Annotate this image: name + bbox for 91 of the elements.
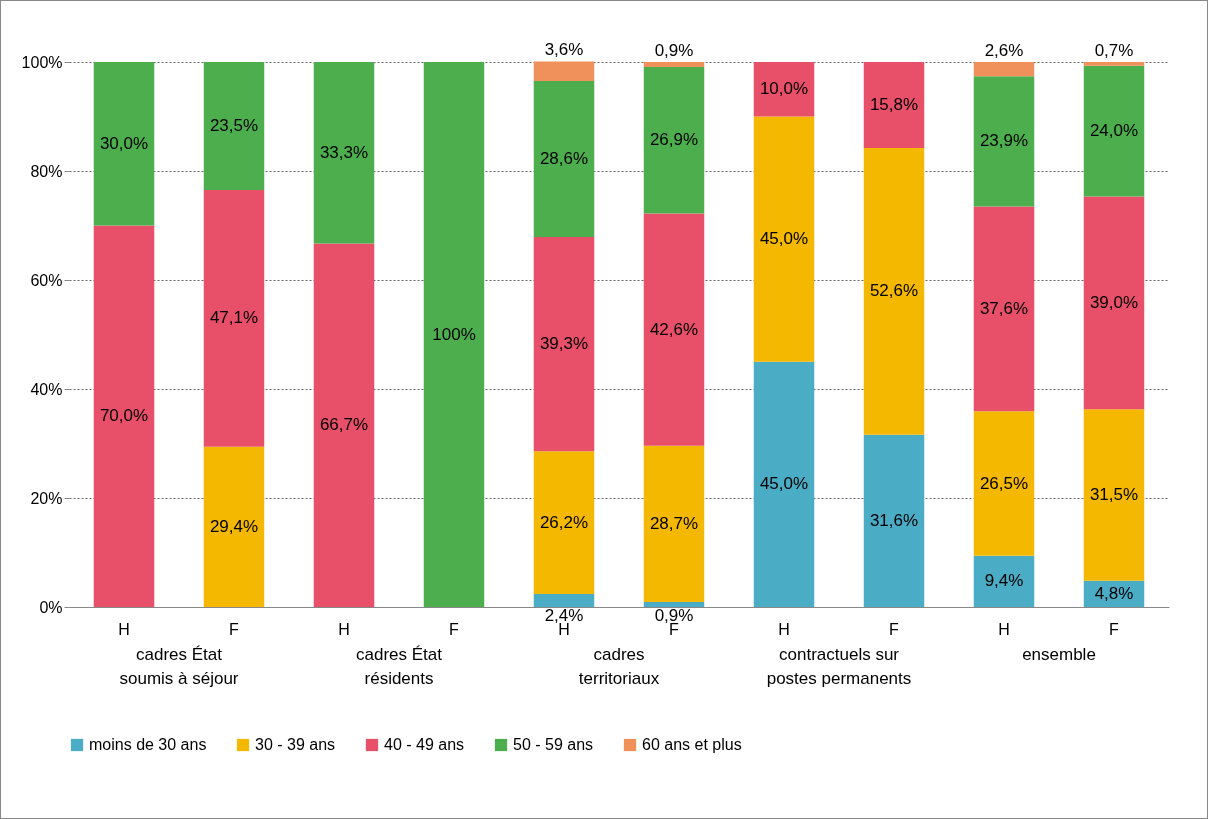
bar bbox=[643, 602, 705, 607]
x-tick-label: H bbox=[778, 620, 790, 638]
x-tick-label: F bbox=[889, 620, 900, 638]
data-label: 28,7% bbox=[649, 513, 699, 533]
data-label: 33,3% bbox=[319, 142, 369, 162]
bar bbox=[643, 213, 705, 446]
text: contractuels sur postes permanents bbox=[766, 645, 912, 688]
data-label: 39,3% bbox=[539, 334, 589, 354]
data-label: 2,6% bbox=[984, 41, 1024, 60]
y-tick-label: 80% bbox=[30, 162, 63, 180]
data-label: 24,0% bbox=[1089, 121, 1139, 141]
data-label: 28,6% bbox=[539, 149, 589, 169]
x-tick-label: H bbox=[558, 620, 570, 638]
data-label: 39,0% bbox=[1089, 292, 1139, 312]
legend-label: 40 - 49 ans bbox=[384, 736, 465, 753]
data-label: 42,6% bbox=[649, 319, 699, 339]
bar bbox=[313, 243, 375, 607]
text: ensemble bbox=[1022, 645, 1096, 664]
bar bbox=[643, 66, 705, 214]
bar bbox=[753, 361, 815, 607]
bar bbox=[863, 434, 925, 607]
bar bbox=[533, 451, 595, 594]
legend-label: 30 - 39 ans bbox=[255, 736, 336, 753]
data-label: 10,0% bbox=[759, 79, 809, 99]
bar bbox=[93, 62, 155, 226]
x-tick-label: H bbox=[118, 620, 130, 638]
legend-label: 60 ans et plus bbox=[642, 736, 742, 753]
data-label: 31,6% bbox=[869, 510, 919, 530]
data-label: 15,8% bbox=[869, 95, 919, 115]
bar bbox=[753, 62, 815, 117]
bar bbox=[533, 593, 595, 607]
x-tick-label: F bbox=[1109, 620, 1120, 638]
y-tick-label: 20% bbox=[30, 489, 63, 507]
data-label: 45,0% bbox=[759, 229, 809, 249]
x-tick-label: H bbox=[338, 620, 350, 638]
bar bbox=[93, 225, 155, 607]
data-label: 66,7% bbox=[319, 415, 369, 435]
data-label: 47,1% bbox=[209, 308, 259, 328]
x-tick-label: F bbox=[449, 620, 460, 638]
legend-label: moins de 30 ans bbox=[89, 736, 207, 753]
y-tick-label: 100% bbox=[21, 53, 63, 71]
bar bbox=[973, 555, 1035, 607]
data-label: 30,0% bbox=[99, 133, 149, 153]
bar bbox=[973, 206, 1035, 412]
y-tick-label: 40% bbox=[30, 380, 63, 398]
data-label: 70,0% bbox=[99, 406, 149, 426]
data-label: 29,4% bbox=[209, 516, 259, 536]
legend-label: 50 - 59 ans bbox=[513, 736, 594, 753]
bar bbox=[313, 62, 375, 244]
x-tick-label: F bbox=[669, 620, 680, 638]
data-label: 26,9% bbox=[649, 130, 699, 150]
data-label: 37,6% bbox=[979, 298, 1029, 318]
bar bbox=[643, 62, 705, 67]
data-label: 23,9% bbox=[979, 131, 1029, 151]
data-label: 52,6% bbox=[869, 281, 919, 301]
bar bbox=[1083, 65, 1145, 197]
bar bbox=[863, 148, 925, 435]
bar bbox=[533, 236, 595, 452]
bar bbox=[1083, 409, 1145, 581]
bar bbox=[973, 411, 1035, 556]
text: cadres État soumis à séjour bbox=[119, 645, 239, 688]
data-label: 45,0% bbox=[759, 474, 809, 494]
data-label: 23,5% bbox=[209, 116, 259, 136]
x-tick-label: H bbox=[998, 620, 1010, 638]
bar bbox=[753, 116, 815, 362]
bar bbox=[1083, 62, 1145, 66]
bar bbox=[643, 445, 705, 603]
y-tick-label: 0% bbox=[39, 598, 63, 616]
data-label: 3,6% bbox=[544, 40, 584, 60]
bar bbox=[203, 190, 265, 447]
data-label: 0,9% bbox=[654, 41, 694, 60]
y-tick-label: 60% bbox=[30, 271, 63, 289]
bar bbox=[533, 61, 595, 82]
bar bbox=[423, 62, 485, 607]
bar bbox=[863, 62, 925, 149]
bar bbox=[1083, 196, 1145, 410]
bar bbox=[973, 76, 1035, 207]
bar bbox=[973, 62, 1035, 77]
data-label: 100% bbox=[432, 324, 476, 344]
bar bbox=[203, 62, 265, 191]
data-label: 9,4% bbox=[984, 571, 1024, 591]
text: cadres territoriaux bbox=[578, 645, 660, 688]
data-label: 31,5% bbox=[1089, 485, 1139, 504]
data-label: 4,8% bbox=[1094, 583, 1134, 603]
data-label: 0,7% bbox=[1094, 41, 1134, 60]
x-tick-label: F bbox=[229, 620, 240, 638]
bar bbox=[203, 446, 265, 607]
data-label: 26,2% bbox=[539, 512, 589, 532]
data-label: 26,5% bbox=[979, 473, 1029, 493]
text: cadres État résidents bbox=[356, 645, 443, 688]
bar bbox=[533, 81, 595, 237]
